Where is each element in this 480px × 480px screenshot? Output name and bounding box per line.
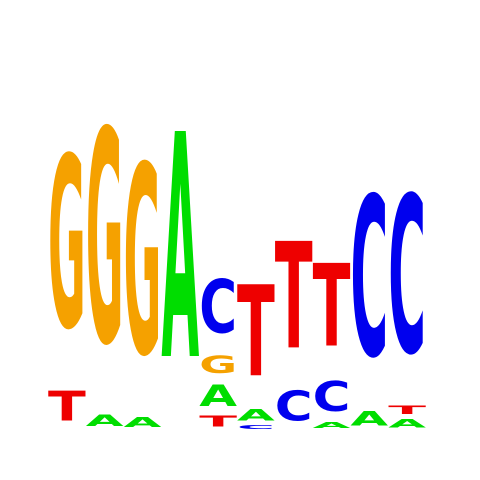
logo-letter-C-pos-8: C bbox=[313, 373, 351, 420]
logo-letter-A-pos-10: A bbox=[388, 417, 427, 430]
logo-letter-T-pos-10: T bbox=[388, 404, 427, 417]
logo-letter-G-pos-1: G bbox=[48, 109, 86, 382]
logo-letter-T-pos-1: T bbox=[48, 383, 86, 430]
logo-letter-A-pos-6: A bbox=[237, 405, 275, 424]
logo-letter-G-pos-2: G bbox=[86, 71, 124, 410]
logo-letter-A-pos-3: A bbox=[124, 415, 162, 430]
logo-letter-G-pos-3: G bbox=[124, 113, 162, 415]
logo-letter-A-pos-9: A bbox=[350, 407, 388, 430]
logo-letter-A-pos-5: A bbox=[199, 380, 237, 413]
logo-letter-C-pos-6: C bbox=[237, 424, 275, 430]
logo-letter-T-pos-5: T bbox=[199, 413, 237, 430]
logo-letter-C-pos-9: C bbox=[350, 151, 388, 407]
logo-letter-A-pos-8: A bbox=[313, 421, 351, 430]
logo-letter-C-pos-7: C bbox=[275, 383, 313, 430]
logo-letter-A-pos-2: A bbox=[86, 411, 124, 430]
logo-letter-T-pos-7: T bbox=[275, 213, 313, 384]
logo-letter-G-pos-5: G bbox=[199, 350, 237, 378]
logo-letter-C-pos-5: C bbox=[199, 264, 237, 350]
logo-letter-T-pos-6: T bbox=[237, 259, 275, 405]
logo-letter-A-pos-4: A bbox=[161, 71, 199, 430]
logo-letter-T-pos-8: T bbox=[313, 241, 351, 373]
logo-letter-C-pos-10: C bbox=[388, 152, 426, 404]
